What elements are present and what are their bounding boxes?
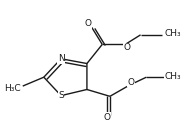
Text: O: O (85, 19, 92, 28)
Text: H₃C: H₃C (4, 84, 20, 93)
Text: S: S (58, 91, 64, 100)
Text: CH₃: CH₃ (165, 29, 181, 38)
Text: CH₃: CH₃ (165, 72, 181, 81)
Text: O: O (128, 78, 135, 87)
Text: O: O (124, 43, 131, 52)
Text: N: N (58, 54, 64, 63)
Text: O: O (103, 113, 111, 122)
